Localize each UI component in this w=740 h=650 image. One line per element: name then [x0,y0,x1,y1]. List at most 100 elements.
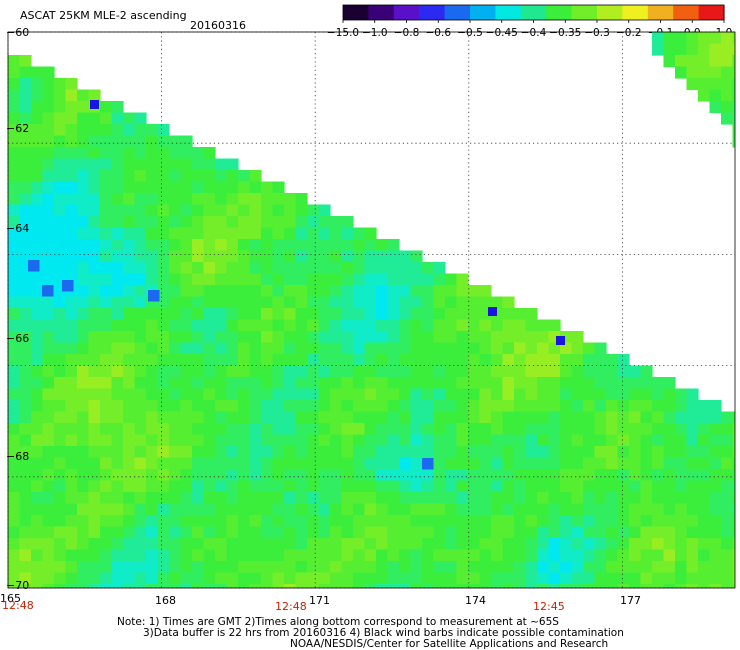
wind-cell [8,181,21,194]
wind-cell [410,296,423,309]
wind-cell [146,331,159,344]
wind-cell [31,515,44,528]
wind-cell [157,480,170,493]
wind-cell [192,285,205,298]
wind-cell [537,400,550,413]
wind-cell [111,296,124,309]
wind-cell [491,515,504,528]
wind-cell [284,492,297,505]
wind-cell [410,342,423,355]
wind-cell [445,538,458,551]
wind-cell [31,434,44,447]
wind-cell [88,354,101,367]
low-value-cell [148,290,160,302]
wind-cell [19,239,32,252]
wind-cell [77,434,90,447]
wind-cell [686,515,699,528]
wind-cell [410,400,423,413]
wind-cell [456,469,469,482]
wind-cell [502,572,515,585]
wind-cell [169,492,182,505]
wind-cell [88,216,101,229]
wind-cell [606,388,619,401]
wind-cell [698,492,711,505]
wind-cell [215,354,228,367]
wind-cell [19,89,32,102]
wind-cell [502,526,515,539]
wind-cell [732,101,735,114]
wind-cell [100,561,113,574]
wind-cell [284,526,297,539]
wind-cell [134,181,147,194]
wind-cell [169,388,182,401]
wind-cell [295,434,308,447]
wind-cell [19,147,32,160]
wind-cell [341,480,354,493]
wind-cell [594,400,607,413]
wind-cell [284,204,297,217]
wind-cell [215,170,228,183]
wind-cell [203,296,216,309]
wind-cell [146,423,159,436]
wind-cell [698,526,711,539]
wind-cell [215,239,228,252]
wind-cell [456,538,469,551]
wind-cell [422,354,435,367]
wind-cell [42,101,55,114]
wind-cell [238,193,251,206]
wind-cell [100,572,113,585]
wind-cell [709,515,722,528]
wind-cell [307,480,320,493]
wind-cell [433,434,446,447]
product-date: 20160316 [190,19,246,32]
wind-cell [123,515,136,528]
wind-cell [77,285,90,298]
wind-cell [88,319,101,332]
wind-cell [261,538,274,551]
wind-cell [525,503,538,516]
wind-cell [548,515,561,528]
wind-cell [663,469,676,482]
wind-cell [123,400,136,413]
wind-cell [134,135,147,148]
wind-cell [284,388,297,401]
wind-cell [54,549,67,562]
wind-cell [31,308,44,321]
wind-cell [42,89,55,102]
wind-cell [422,365,435,378]
wind-cell [422,331,435,344]
wind-cell [330,319,343,332]
wind-cell [123,503,136,516]
wind-cell [157,170,170,183]
wind-cell [606,400,619,413]
wind-cell [560,457,573,470]
wind-cell [203,365,216,378]
wind-cell [226,354,239,367]
wind-cell [295,492,308,505]
wind-cell [226,365,239,378]
wind-cell [100,262,113,275]
wind-cell [479,342,492,355]
wind-cell [180,170,193,183]
wind-cell [42,319,55,332]
wind-cell [571,388,584,401]
wind-cell [226,250,239,263]
wind-cell [376,584,389,588]
wind-cell [399,480,412,493]
pass-time-1: 12:48 [2,599,34,612]
wind-cell [663,32,676,45]
wind-cell [157,515,170,528]
wind-cell [445,308,458,321]
wind-cell [617,584,630,588]
wind-cell [433,365,446,378]
wind-cell [42,388,55,401]
wind-cell [445,388,458,401]
wind-cell [376,388,389,401]
wind-cell [663,561,676,574]
wind-cell [180,503,193,516]
wind-cell [42,158,55,171]
wind-cell [709,89,722,102]
wind-cell [307,492,320,505]
wind-cell [295,446,308,459]
wind-cell [192,158,205,171]
